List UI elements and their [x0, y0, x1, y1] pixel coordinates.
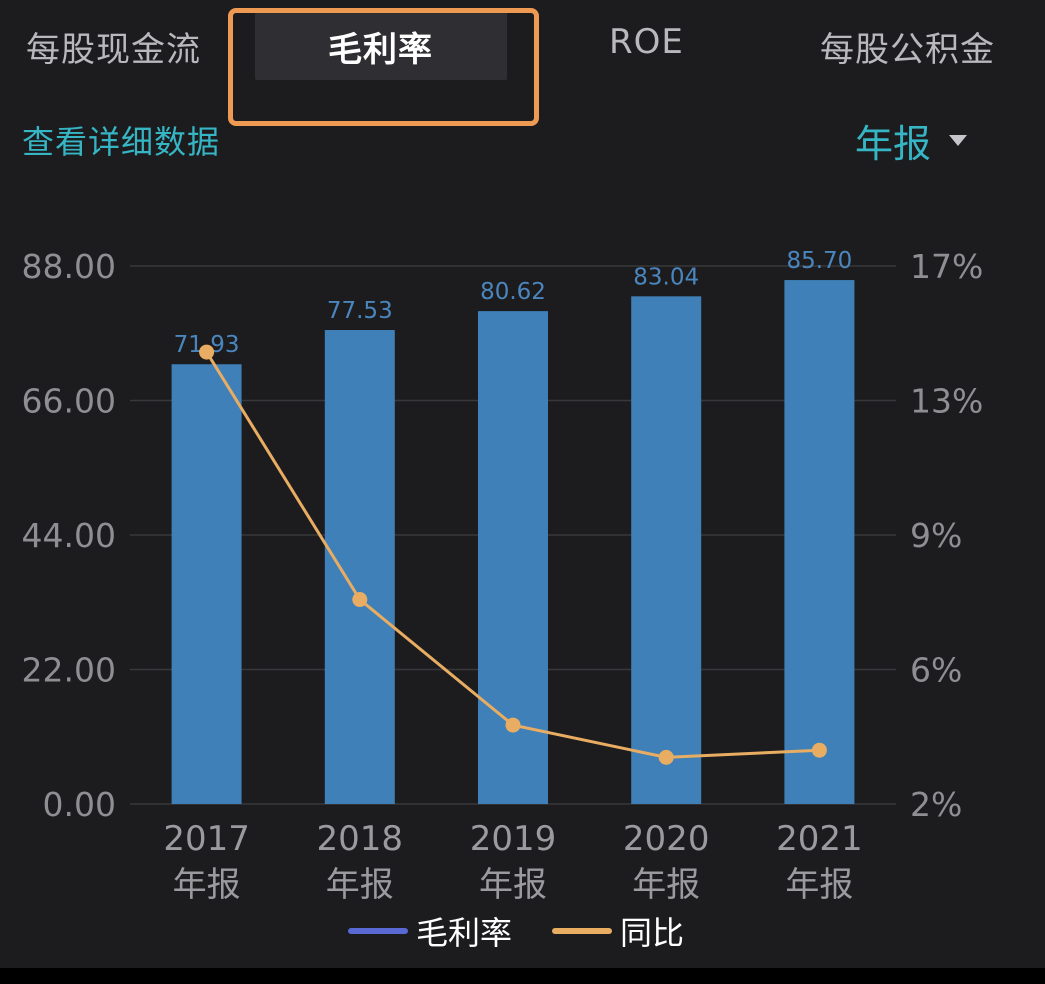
x-tick-label-period: 年报: [326, 865, 394, 905]
legend-item-yoy[interactable]: 同比: [552, 908, 684, 954]
bar-value-label: 77.53: [327, 298, 393, 324]
yoy-point: [658, 749, 674, 765]
view-details-link[interactable]: 查看详细数据: [22, 123, 221, 161]
y-left-tick-label: 88.00: [22, 247, 116, 286]
x-tick-label-year: 2019: [470, 819, 557, 859]
tab-cashflow-per-share[interactable]: 每股现金流: [26, 30, 201, 70]
legend-swatch-line: [552, 928, 612, 934]
y-right-tick-label: 17%: [910, 247, 983, 286]
tab-roe[interactable]: ROE: [609, 22, 684, 62]
chevron-down-icon: [949, 135, 968, 146]
tab-active-background: [255, 12, 507, 80]
legend-label-yoy: 同比: [620, 914, 685, 952]
y-left-tick-label: 66.00: [22, 382, 116, 421]
x-tick-label-year: 2021: [776, 819, 863, 859]
y-right-tick-label: 2%: [910, 785, 962, 824]
y-left-tick-label: 0.00: [43, 785, 116, 824]
chart-legend: 毛利率 同比: [0, 908, 1045, 952]
legend-label-gross-margin: 毛利率: [416, 914, 513, 952]
y-left-tick-label: 22.00: [22, 651, 116, 690]
period-label: 年报: [855, 122, 932, 166]
x-tick-label-period: 年报: [173, 865, 241, 905]
bottom-bar: [0, 968, 1045, 984]
legend-item-gross-margin[interactable]: 毛利率: [348, 908, 512, 954]
x-tick-label-year: 2017: [163, 819, 250, 859]
y-right-tick-label: 6%: [910, 651, 962, 690]
y-left-tick-label: 44.00: [22, 516, 116, 555]
yoy-point: [199, 344, 215, 360]
period-dropdown[interactable]: 年报: [855, 113, 968, 168]
tab-bar: 每股现金流 毛利率 ROE 每股公积金: [0, 0, 1045, 100]
legend-swatch-bar: [348, 928, 408, 934]
yoy-point: [811, 742, 827, 758]
x-tick-label-year: 2018: [317, 819, 404, 859]
tab-reserve-per-share[interactable]: 每股公积金: [820, 30, 995, 70]
bar: [171, 364, 242, 804]
x-tick-label-period: 年报: [479, 865, 547, 905]
bar-value-label: 80.62: [480, 279, 546, 305]
bar-value-label: 83.04: [633, 264, 699, 290]
y-right-tick-label: 13%: [910, 382, 983, 421]
tab-gross-margin[interactable]: 毛利率: [328, 30, 433, 70]
bar: [631, 296, 702, 804]
x-tick-label-period: 年报: [632, 865, 700, 905]
bar: [784, 280, 855, 804]
x-tick-label-year: 2020: [623, 819, 710, 859]
bar-value-label: 85.70: [786, 248, 852, 274]
y-right-tick-label: 9%: [910, 516, 962, 555]
highlight-box: [228, 8, 539, 126]
x-tick-label-period: 年报: [785, 865, 853, 905]
bar: [324, 330, 395, 804]
yoy-point: [352, 592, 368, 608]
yoy-point: [505, 717, 521, 733]
